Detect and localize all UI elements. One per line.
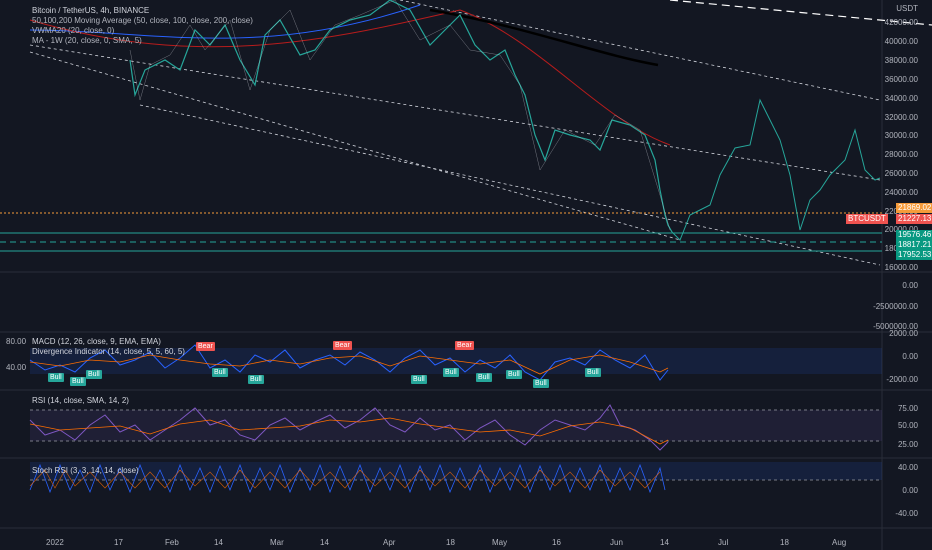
- price-tick: 26000.00: [884, 169, 918, 178]
- time-tick: Jul: [718, 538, 729, 547]
- price-wicks: [129, 0, 671, 231]
- price-series[interactable]: [129, 0, 673, 233]
- ma-50-line[interactable]: [29, 4, 421, 39]
- bull-signal[interactable]: Bull: [212, 368, 228, 377]
- ma-100-line[interactable]: [29, 9, 671, 146]
- bull-signal[interactable]: Bull: [248, 375, 264, 384]
- macd-line[interactable]: [29, 344, 669, 381]
- symbol-title[interactable]: Bitcoin / TetherUS, 4h, BINANCE: [32, 6, 150, 15]
- macd-tick: 0.00: [902, 352, 918, 361]
- price-tick: 32000.00: [884, 113, 918, 122]
- macd-tick: -2000.00: [886, 375, 918, 384]
- bear-signal[interactable]: Bear: [333, 341, 352, 350]
- volume-tick: -2500000.00: [873, 302, 918, 311]
- stoch-k-line[interactable]: [29, 463, 666, 494]
- rsi-band: [30, 410, 882, 441]
- rsi-tick: 50.00: [897, 421, 918, 430]
- bull-signal[interactable]: Bull: [585, 368, 601, 377]
- price-tag-orange[interactable]: 21869.02: [896, 203, 932, 213]
- price-tick: 24000.00: [884, 188, 918, 197]
- stoch-d-line[interactable]: [29, 469, 661, 489]
- price-tick: 20000.00: [885, 225, 918, 234]
- time-tick: Jun: [610, 538, 623, 547]
- bull-signal[interactable]: Bull: [533, 379, 549, 388]
- rsi-line[interactable]: [29, 404, 669, 451]
- trend-channel-lines[interactable]: [29, 0, 881, 266]
- indicator-ma1w-legend[interactable]: MA - 1W (20, close, 0, SMA, 5): [32, 36, 142, 45]
- bear-signal[interactable]: Bear: [196, 342, 215, 351]
- price-tick: 38000.00: [884, 56, 918, 65]
- divergence-title[interactable]: Divergence Indicator (14, close, 5, 5, 6…: [32, 347, 185, 356]
- stoch-title[interactable]: Stoch RSI (3, 3, 14, 14, close): [32, 466, 139, 475]
- time-tick: Aug: [832, 538, 847, 547]
- time-tick: 14: [320, 538, 329, 547]
- price-tick: 36000.00: [884, 75, 918, 84]
- time-tick: Feb: [165, 538, 179, 547]
- bull-signal[interactable]: Bull: [506, 370, 522, 379]
- time-tick: 14: [660, 538, 669, 547]
- rsi-tick: 75.00: [897, 404, 918, 413]
- macd-left-tick: 80.00: [6, 337, 27, 346]
- indicator-vwma-legend[interactable]: VWMA20 (20, close, 0): [32, 26, 115, 35]
- price-tick: 34000.00: [884, 94, 918, 103]
- rsi-title[interactable]: RSI (14, close, SMA, 14, 2): [32, 396, 129, 405]
- bull-signal[interactable]: Bull: [443, 368, 459, 377]
- price-tag-last[interactable]: 21227.13: [896, 214, 932, 224]
- time-tick: 18: [446, 538, 455, 547]
- macd-title[interactable]: MACD (12, 26, close, 9, EMA, EMA): [32, 337, 161, 346]
- macd-signal-line[interactable]: [29, 354, 669, 375]
- time-tick: Mar: [270, 538, 284, 547]
- bull-signal[interactable]: Bull: [48, 373, 64, 382]
- time-tick: 2022: [46, 538, 64, 547]
- projection-path[interactable]: [671, 98, 881, 241]
- stoch-tick: -40.00: [895, 509, 918, 518]
- macd-tick: 2000.00: [889, 329, 918, 338]
- time-tick: Apr: [383, 538, 396, 547]
- stoch-tick: 0.00: [902, 486, 918, 495]
- price-tick: 42000.00: [884, 18, 918, 27]
- volume-tick: 0.00: [902, 281, 918, 290]
- price-tick: 28000.00: [884, 150, 918, 159]
- stoch-tick: 40.00: [897, 463, 918, 472]
- time-tick: May: [492, 538, 508, 547]
- symbol-badge[interactable]: BTCUSDT: [846, 214, 888, 224]
- indicator-ma-legend[interactable]: 50,100,200 Moving Average (50, close, 10…: [32, 16, 253, 25]
- rsi-tick: 25.00: [897, 440, 918, 449]
- rsi-ma-line[interactable]: [29, 417, 669, 445]
- price-tick: 16000.00: [884, 263, 918, 272]
- time-tick: 17: [114, 538, 123, 547]
- bull-signal[interactable]: Bull: [411, 375, 427, 384]
- bull-signal[interactable]: Bull: [476, 373, 492, 382]
- bull-signal[interactable]: Bull: [86, 370, 102, 379]
- bull-signal[interactable]: Bull: [70, 377, 86, 386]
- time-tick: 14: [214, 538, 223, 547]
- price-axis-unit: USDT: [896, 4, 918, 13]
- volume-tick: -5000000.00: [873, 322, 918, 331]
- price-tick: 30000.00: [884, 131, 918, 140]
- price-tick: 40000.00: [884, 37, 918, 46]
- price-tag-teal-1[interactable]: 19576.46: [896, 230, 932, 240]
- stoch-band: [30, 462, 882, 480]
- ma-1w-line[interactable]: [429, 8, 659, 67]
- upper-dashed-line[interactable]: [669, 0, 932, 26]
- time-tick: 18: [780, 538, 789, 547]
- price-tag-teal-2[interactable]: 18817.21: [896, 240, 932, 250]
- time-tick: 16: [552, 538, 561, 547]
- price-tag-teal-3[interactable]: 17952.53: [896, 250, 932, 260]
- macd-left-tick: 40.00: [6, 363, 27, 372]
- bear-signal[interactable]: Bear: [455, 341, 474, 350]
